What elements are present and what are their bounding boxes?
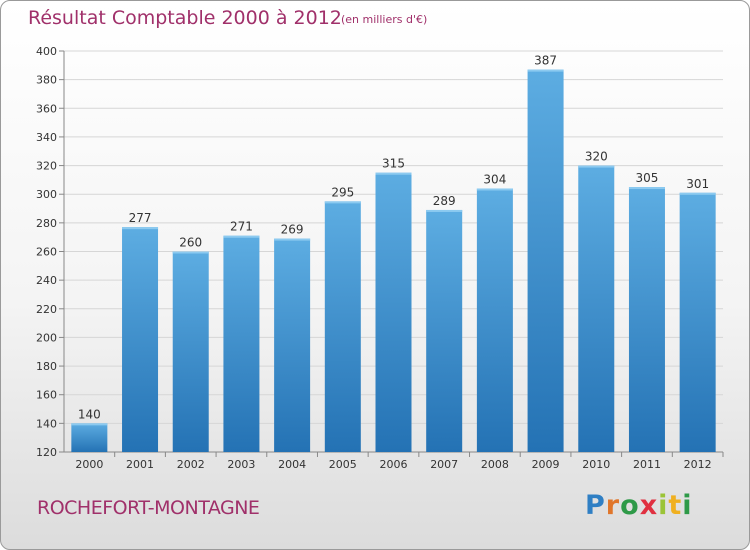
- x-tick-label: 2010: [582, 458, 610, 471]
- x-tick-label: 2000: [75, 458, 103, 471]
- x-tick-label: 2008: [481, 458, 509, 471]
- bar: [578, 165, 615, 453]
- labels: 120 140 160 180 200 220 240 260 280 300 320 340 360 3…: [36, 45, 712, 471]
- bars: [71, 69, 716, 453]
- y-tick-label: 140: [36, 417, 57, 430]
- bar-value-label: 277: [129, 211, 152, 225]
- x-tick-label: 2005: [329, 458, 357, 471]
- bar: [476, 188, 513, 452]
- bar-highlight: [578, 165, 615, 168]
- chart-subtitle: (en milliers d'€): [341, 13, 428, 26]
- y-tick-label: 400: [36, 45, 57, 58]
- x-tick-label: 2004: [278, 458, 306, 471]
- bar-value-label: 271: [230, 220, 253, 234]
- bar: [375, 172, 412, 452]
- x-tick-label: 2012: [684, 458, 712, 471]
- bar-value-label: 140: [78, 407, 101, 421]
- bar-highlight: [172, 251, 209, 254]
- y-tick-label: 380: [36, 74, 57, 87]
- y-tick-label: 300: [36, 188, 57, 201]
- y-tick-label: 360: [36, 102, 57, 115]
- x-tick-label: 2011: [633, 458, 661, 471]
- bar-highlight: [71, 423, 108, 426]
- bar-value-label: 305: [636, 171, 659, 185]
- bar-value-label: 295: [331, 185, 354, 199]
- x-tick-label: 2009: [532, 458, 560, 471]
- chart-title: Résultat Comptable 2000 à 2012: [28, 7, 342, 29]
- location-name: ROCHEFORT-MONTAGNE: [37, 497, 260, 519]
- bar-highlight: [375, 172, 412, 175]
- logo-letter: i: [682, 490, 693, 521]
- logo-letter: x: [639, 490, 659, 521]
- bar-value-label: 301: [686, 177, 709, 191]
- y-tick-label: 280: [36, 217, 57, 230]
- bar-highlight: [274, 238, 311, 241]
- logo-letter: i: [658, 490, 669, 521]
- bar-value-label: 289: [433, 194, 456, 208]
- logo-letter: t: [668, 490, 683, 521]
- bar: [71, 423, 108, 452]
- bar-highlight: [476, 188, 513, 191]
- x-tick-label: 2001: [126, 458, 154, 471]
- y-tick-label: 160: [36, 389, 57, 402]
- y-tick-label: 220: [36, 303, 57, 316]
- bar-value-label: 387: [534, 54, 557, 68]
- logo-letter: o: [620, 490, 640, 521]
- bar: [122, 227, 159, 452]
- logo-letter: P: [585, 490, 606, 521]
- y-tick-label: 200: [36, 331, 57, 344]
- bar-value-label: 269: [281, 223, 304, 237]
- bar-highlight: [679, 192, 716, 195]
- bar: [223, 235, 260, 452]
- bar: [426, 209, 463, 452]
- y-tick-label: 120: [36, 446, 57, 459]
- bar: [324, 201, 361, 452]
- bar-highlight: [628, 187, 665, 190]
- logo-letter: r: [605, 490, 621, 521]
- y-tick-label: 320: [36, 160, 57, 173]
- bar-value-label: 320: [585, 150, 608, 164]
- bar-highlight: [223, 235, 260, 238]
- y-tick-label: 240: [36, 274, 57, 287]
- y-tick-label: 180: [36, 360, 57, 373]
- bar-highlight: [426, 209, 463, 212]
- bar-highlight: [324, 201, 361, 204]
- y-tick-label: 260: [36, 246, 57, 259]
- x-tick-label: 2002: [177, 458, 205, 471]
- bar: [172, 251, 209, 452]
- bar: [679, 192, 716, 452]
- bar-value-label: 315: [382, 157, 405, 171]
- bar: [628, 187, 665, 452]
- bar: [527, 69, 564, 452]
- proxiti-logo: Proxiti: [585, 490, 693, 521]
- bar-value-label: 260: [179, 236, 202, 250]
- bar-highlight: [122, 227, 159, 230]
- bar: [274, 238, 311, 452]
- x-tick-label: 2003: [227, 458, 255, 471]
- bar-value-label: 304: [483, 172, 506, 186]
- x-tick-label: 2006: [380, 458, 408, 471]
- y-tick-label: 340: [36, 131, 57, 144]
- x-tick-label: 2007: [430, 458, 458, 471]
- bar-highlight: [527, 69, 564, 72]
